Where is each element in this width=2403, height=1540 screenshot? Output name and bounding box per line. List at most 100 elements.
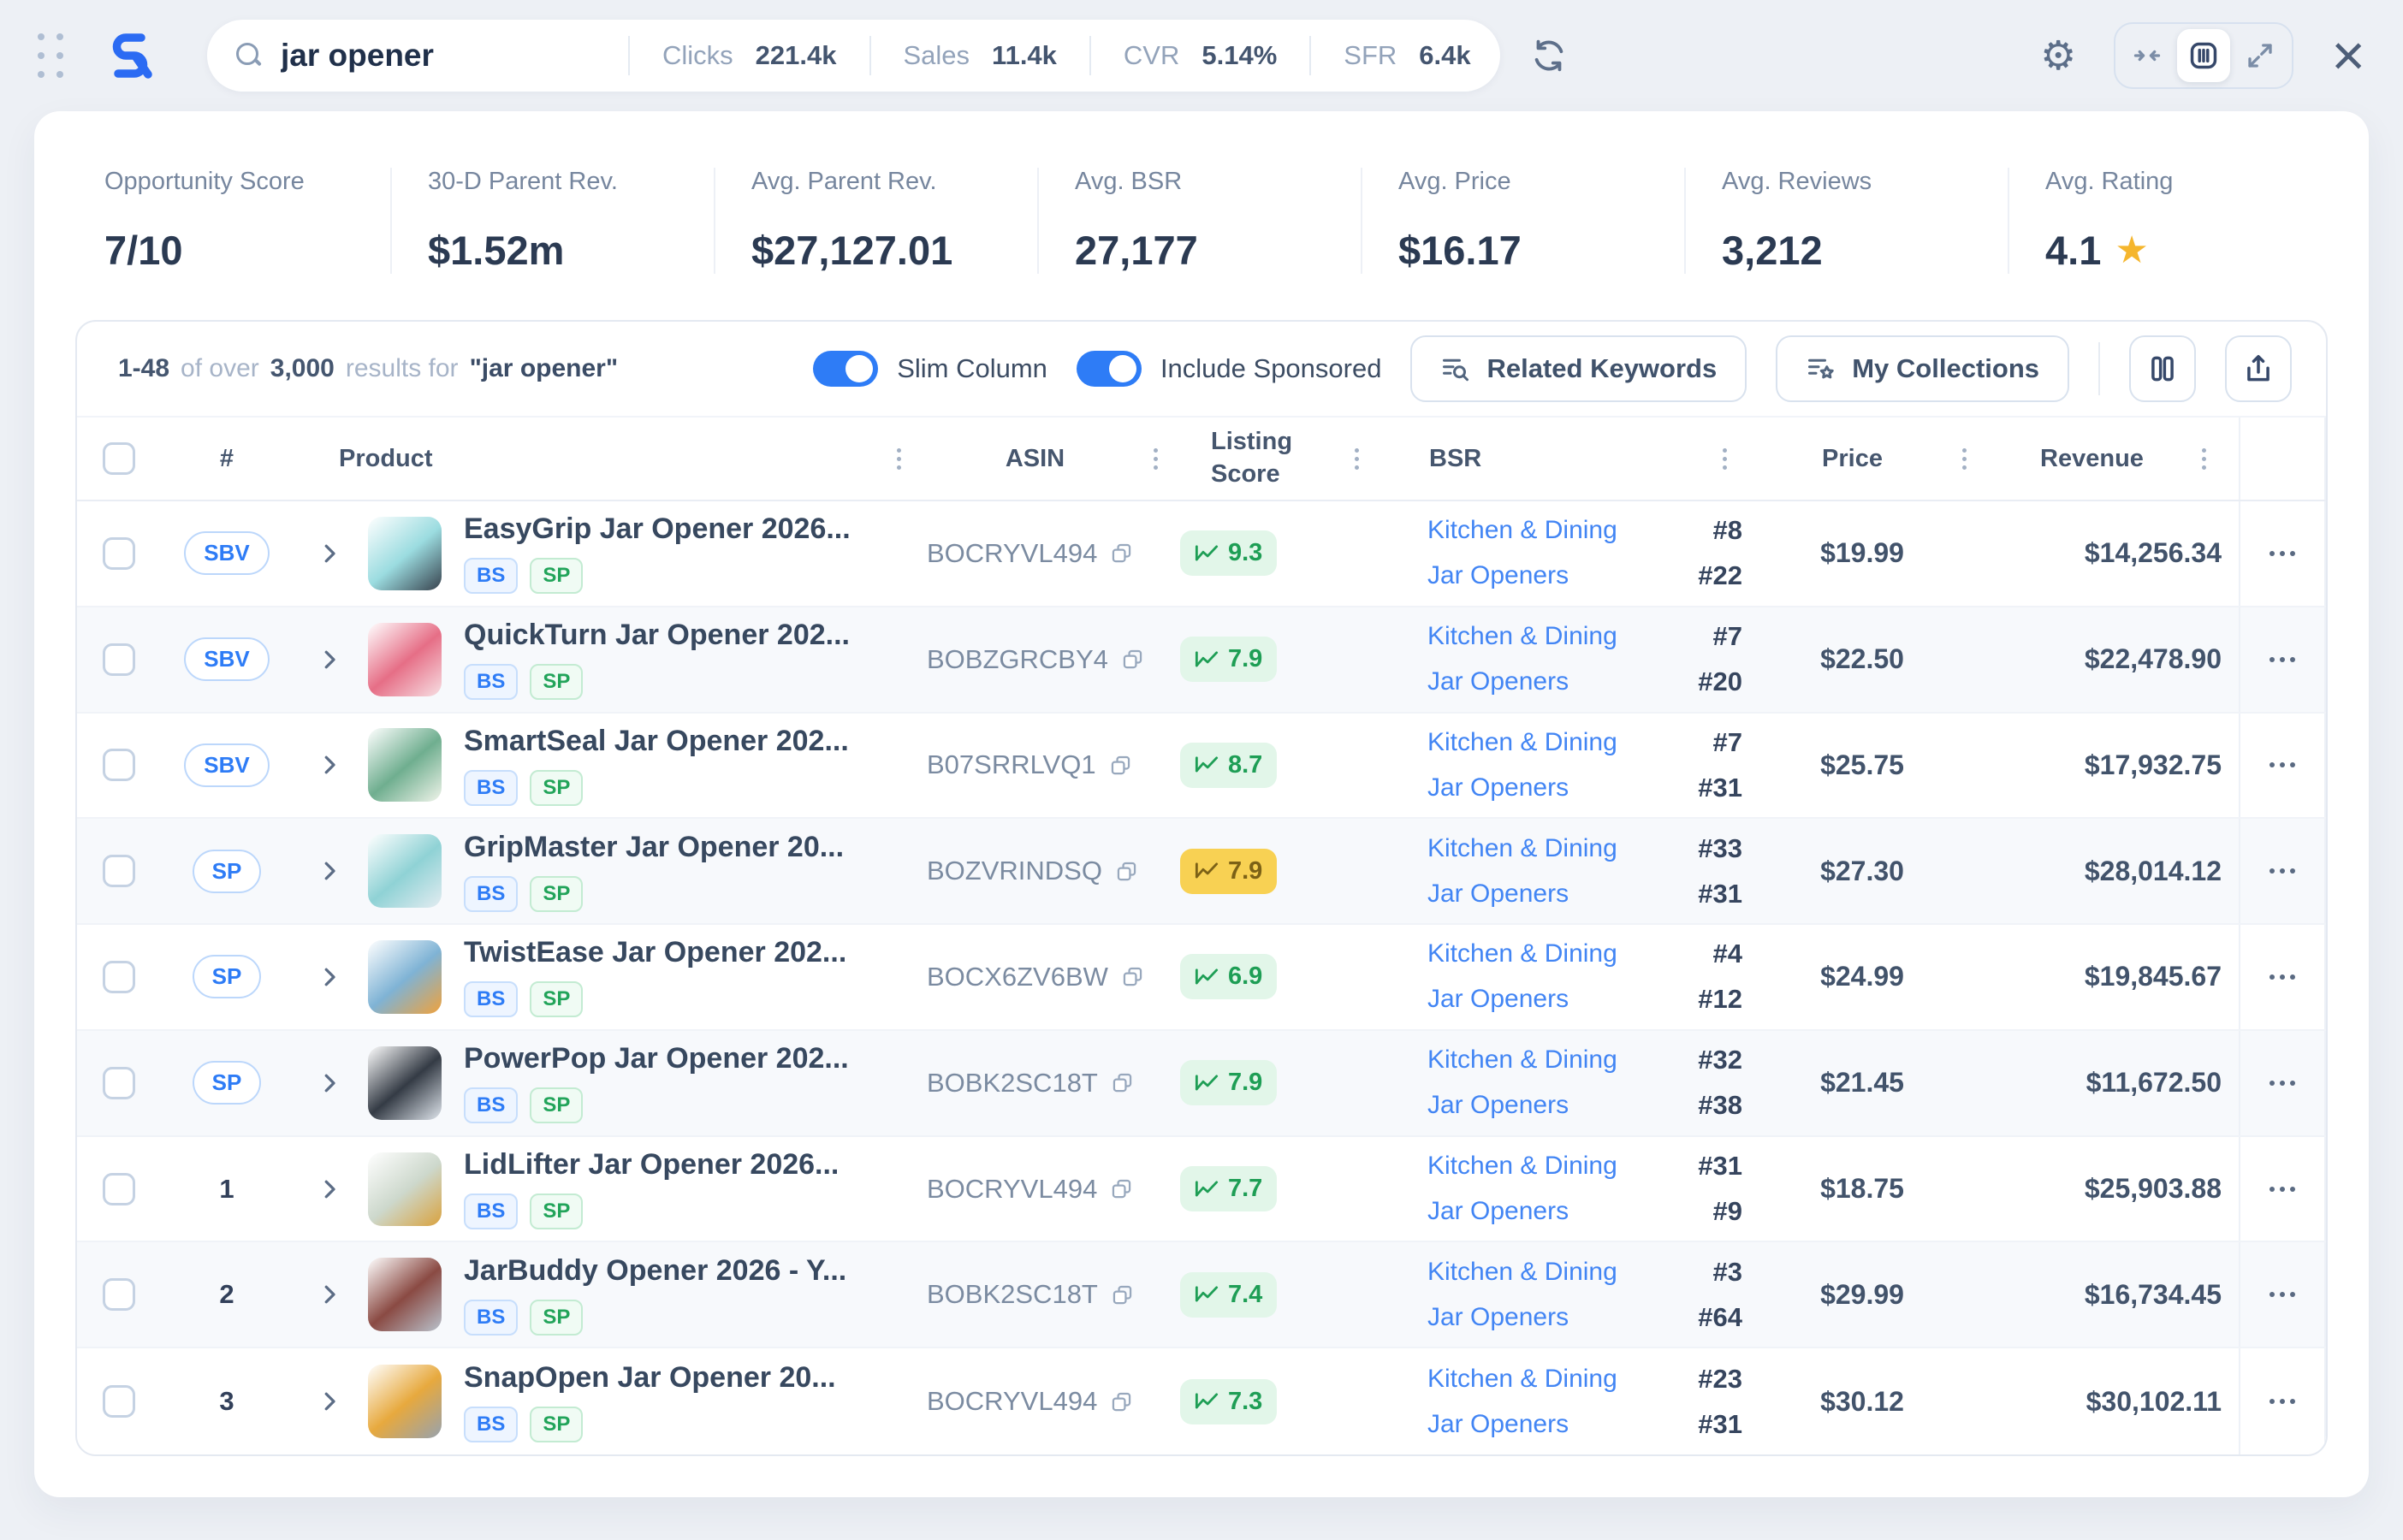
bsr-category-link[interactable]: Kitchen & Dining — [1427, 1257, 1617, 1286]
table-row[interactable]: SBV QuickTurn Jar Opener 202... BS — [77, 607, 2326, 714]
copy-asin-button[interactable] — [1110, 542, 1133, 565]
row-actions-button[interactable] — [2239, 819, 2326, 924]
bsr-subcategory-link[interactable]: Jar Openers — [1427, 1409, 1569, 1438]
table-row[interactable]: 3 SnapOpen Jar Opener 20... BS — [77, 1348, 2326, 1454]
product-title[interactable]: JarBuddy Opener 2026 - Y... — [464, 1253, 847, 1287]
table-row[interactable]: SBV EasyGrip Jar Opener 2026... BS — [77, 501, 2326, 607]
bsr-category-link[interactable]: Kitchen & Dining — [1427, 1045, 1617, 1075]
my-collections-button[interactable]: My Collections — [1776, 335, 2069, 402]
column-menu-icon[interactable] — [1355, 456, 1359, 461]
select-all-checkbox[interactable] — [103, 442, 135, 475]
row-checkbox[interactable] — [103, 1278, 135, 1312]
table-row[interactable]: SP GripMaster Jar Opener 20... BS — [77, 819, 2326, 926]
columns-view-button[interactable] — [2177, 29, 2231, 82]
copy-asin-button[interactable] — [1110, 1177, 1133, 1200]
table-row[interactable]: SBV SmartSeal Jar Opener 202... BS — [77, 713, 2326, 820]
expand-row-button[interactable] — [291, 752, 368, 778]
product-title[interactable]: PowerPop Jar Opener 202... — [464, 1042, 849, 1075]
column-menu-icon[interactable] — [1154, 456, 1158, 461]
row-checkbox[interactable] — [103, 855, 135, 888]
product-title[interactable]: SnapOpen Jar Opener 20... — [464, 1360, 836, 1394]
product-image — [368, 1365, 442, 1439]
stat-avg-rating: Avg. Rating 4.1 ★ — [2008, 168, 2331, 274]
listing-score-value: 6.9 — [1228, 962, 1263, 991]
row-actions-button[interactable] — [2239, 1030, 2326, 1135]
table-row[interactable]: 2 JarBuddy Opener 2026 - Y... BS — [77, 1242, 2326, 1349]
column-menu-icon[interactable] — [897, 456, 901, 461]
bsr-category-link[interactable]: Kitchen & Dining — [1427, 727, 1617, 756]
row-actions-button[interactable] — [2239, 607, 2326, 712]
row-checkbox[interactable] — [103, 643, 135, 676]
copy-asin-button[interactable] — [1115, 860, 1138, 883]
bsr-category-link[interactable]: Kitchen & Dining — [1427, 622, 1617, 651]
expand-view-button[interactable] — [2234, 29, 2287, 82]
close-button[interactable]: × — [2331, 22, 2365, 88]
product-title[interactable]: QuickTurn Jar Opener 202... — [464, 619, 850, 652]
revenue-value: $19,845.67 — [2084, 961, 2222, 992]
bsr-subcategory-link[interactable]: Jar Openers — [1427, 667, 1569, 696]
row-checkbox[interactable] — [103, 1385, 135, 1419]
expand-row-button[interactable] — [291, 541, 368, 566]
expand-row-button[interactable] — [291, 858, 368, 884]
export-button[interactable] — [2225, 335, 2292, 402]
column-menu-icon[interactable] — [1723, 456, 1727, 461]
refresh-button[interactable] — [1529, 36, 1569, 75]
table-row[interactable]: 1 LidLifter Jar Opener 2026... BS — [77, 1136, 2326, 1243]
bsr-category-link[interactable]: Kitchen & Dining — [1427, 516, 1617, 545]
product-title[interactable]: LidLifter Jar Opener 2026... — [464, 1148, 840, 1182]
copy-asin-button[interactable] — [1111, 1071, 1134, 1094]
bsr-subcategory-link[interactable]: Jar Openers — [1427, 773, 1569, 802]
copy-asin-button[interactable] — [1111, 1283, 1134, 1306]
row-actions-button[interactable] — [2239, 1242, 2326, 1348]
table-row[interactable]: SP PowerPop Jar Opener 202... BS — [77, 1030, 2326, 1137]
bsr-category-link[interactable]: Kitchen & Dining — [1427, 1364, 1617, 1393]
bsr-subcategory-link[interactable]: Jar Openers — [1427, 1091, 1569, 1120]
manage-columns-button[interactable] — [2129, 335, 2196, 402]
settings-button[interactable]: ⚙ — [2040, 36, 2076, 76]
include-sponsored-toggle[interactable] — [1076, 351, 1142, 387]
product-title[interactable]: GripMaster Jar Opener 20... — [464, 830, 845, 863]
bsr-subcategory-link[interactable]: Jar Openers — [1427, 879, 1569, 908]
copy-asin-button[interactable] — [1121, 965, 1144, 988]
expand-row-button[interactable] — [291, 1389, 368, 1414]
row-checkbox[interactable] — [103, 1066, 135, 1099]
drag-handle-icon[interactable] — [38, 33, 63, 78]
copy-asin-button[interactable] — [1110, 1390, 1133, 1413]
expand-row-button[interactable] — [291, 647, 368, 672]
row-actions-button[interactable] — [2239, 1348, 2326, 1454]
column-menu-icon[interactable] — [2202, 456, 2206, 461]
copy-asin-button[interactable] — [1121, 648, 1144, 671]
table-row[interactable]: SP TwistEase Jar Opener 202... BS — [77, 925, 2326, 1031]
row-checkbox[interactable] — [103, 536, 135, 570]
bsr-subcategory-link[interactable]: Jar Openers — [1427, 561, 1569, 590]
bsr-category-link[interactable]: Kitchen & Dining — [1427, 1152, 1617, 1181]
bsr-subcategory-link[interactable]: Jar Openers — [1427, 1197, 1569, 1226]
related-keywords-button[interactable]: Related Keywords — [1410, 335, 1747, 402]
copy-asin-button[interactable] — [1109, 754, 1132, 777]
product-title[interactable]: SmartSeal Jar Opener 202... — [464, 724, 849, 757]
slim-column-toggle[interactable] — [813, 351, 879, 387]
expand-row-button[interactable] — [291, 1176, 368, 1202]
trend-icon — [1195, 756, 1219, 773]
row-actions-button[interactable] — [2239, 925, 2326, 1029]
row-checkbox[interactable] — [103, 1172, 135, 1205]
bsr-subcategory-link[interactable]: Jar Openers — [1427, 985, 1569, 1014]
bsr-category-link[interactable]: Kitchen & Dining — [1427, 939, 1617, 968]
expand-row-button[interactable] — [291, 1282, 368, 1307]
row-actions-button[interactable] — [2239, 1136, 2326, 1241]
row-checkbox[interactable] — [103, 749, 135, 782]
expand-row-button[interactable] — [291, 1070, 368, 1096]
expand-row-button[interactable] — [291, 964, 368, 990]
row-actions-button[interactable] — [2239, 501, 2326, 606]
product-title[interactable]: TwistEase Jar Opener 202... — [464, 936, 847, 969]
product-title[interactable]: EasyGrip Jar Opener 2026... — [464, 512, 851, 546]
row-checkbox[interactable] — [103, 960, 135, 993]
row-actions-button[interactable] — [2239, 713, 2326, 818]
close-icon: × — [2331, 22, 2365, 88]
search-box[interactable] — [236, 38, 596, 74]
search-input[interactable] — [281, 38, 563, 74]
collapse-view-button[interactable] — [2121, 29, 2174, 82]
bsr-category-link[interactable]: Kitchen & Dining — [1427, 833, 1617, 862]
column-menu-icon[interactable] — [1962, 456, 1967, 461]
bsr-subcategory-link[interactable]: Jar Openers — [1427, 1302, 1569, 1331]
